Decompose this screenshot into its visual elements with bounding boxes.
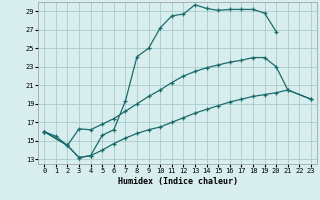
X-axis label: Humidex (Indice chaleur): Humidex (Indice chaleur) — [118, 177, 238, 186]
